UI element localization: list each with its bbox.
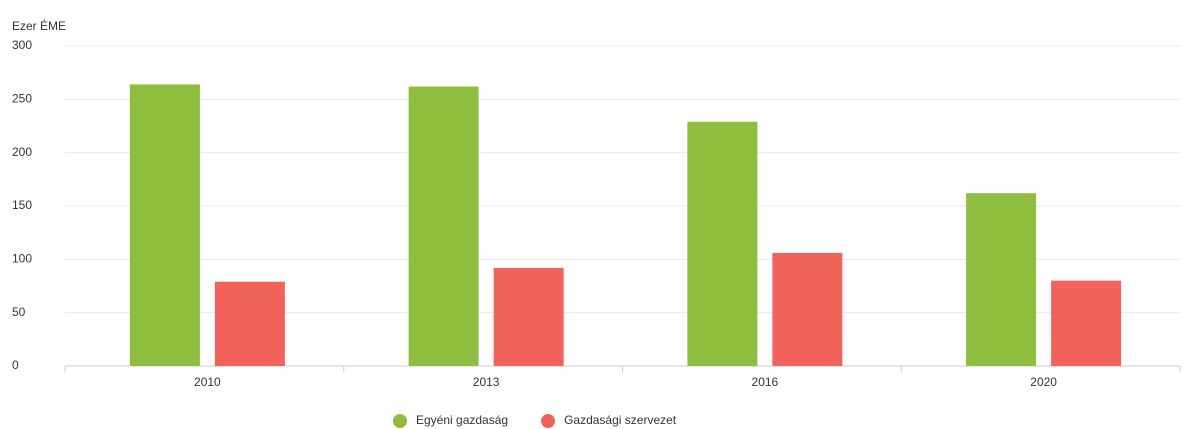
y-tick-label: 200 <box>12 145 32 159</box>
bar <box>214 281 285 366</box>
legend-marker <box>541 414 556 428</box>
y-axis-label: Ezer ÉME <box>12 18 66 33</box>
legend-label: Egyéni gazdaság <box>416 413 508 427</box>
x-tick-label: 2016 <box>752 375 779 389</box>
bar <box>687 121 758 366</box>
bar <box>408 86 479 367</box>
y-tick-label: 100 <box>12 252 32 266</box>
x-tick-label: 2010 <box>194 375 221 389</box>
bar <box>772 252 843 366</box>
x-tick-label: 2013 <box>473 375 500 389</box>
bar <box>129 84 200 367</box>
bar <box>966 193 1037 366</box>
y-tick-label: 0 <box>12 358 19 372</box>
y-tick-label: 250 <box>12 92 32 106</box>
x-tick-label: 2020 <box>1030 375 1057 389</box>
bar <box>1051 280 1122 366</box>
y-tick-label: 300 <box>12 38 32 52</box>
y-tick-label: 150 <box>12 198 32 212</box>
y-tick-label: 50 <box>12 305 26 319</box>
legend-marker <box>393 414 407 428</box>
legend-label: Gazdasági szervezet <box>564 413 677 427</box>
bar <box>493 267 564 366</box>
